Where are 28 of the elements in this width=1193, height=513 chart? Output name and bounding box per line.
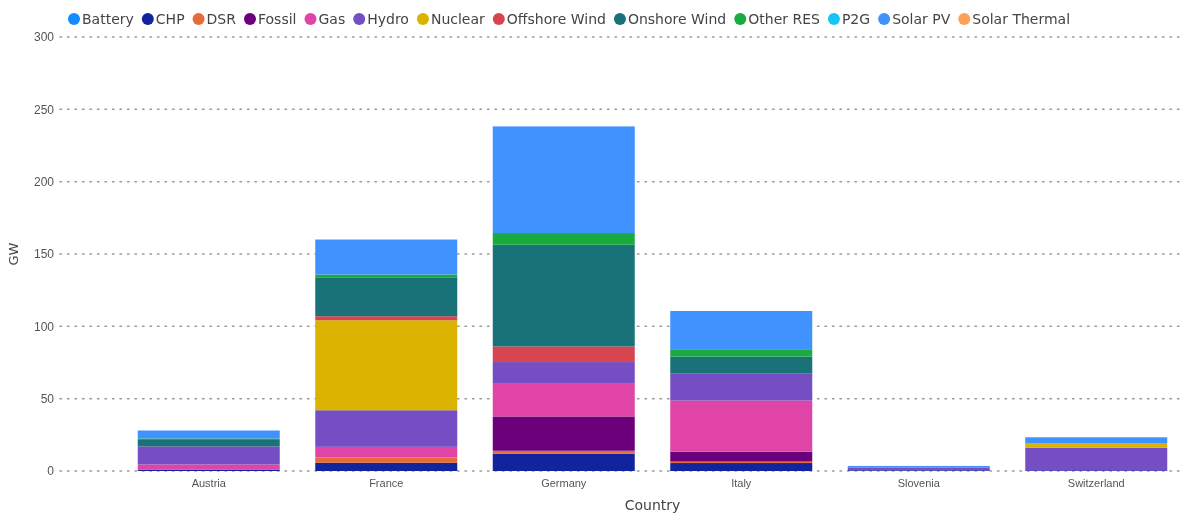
x-tick-label: Switzerland xyxy=(1067,476,1125,489)
legend-label: Hydro xyxy=(367,11,409,27)
y-axis-title: GW xyxy=(6,242,21,266)
x-tick-label: Germany xyxy=(541,476,587,489)
x-tick-label: Austria xyxy=(191,476,227,489)
legend-label: CHP xyxy=(155,11,185,27)
y-tick-label: 250 xyxy=(33,102,55,117)
x-tick-label: France xyxy=(369,476,404,489)
legend-label: Solar Thermal xyxy=(972,11,1071,27)
legend-label: Solar PV xyxy=(892,11,951,27)
x-axis-title: Country xyxy=(624,497,681,513)
legend-label: DSR xyxy=(206,11,237,27)
y-tick-label: 100 xyxy=(33,319,55,334)
legend-label: Onshore Wind xyxy=(627,11,727,27)
legend-label: Offshore Wind xyxy=(506,11,606,27)
legend-label: Gas xyxy=(318,11,346,27)
legend-label: Fossil xyxy=(257,11,297,27)
legend-label: Battery xyxy=(82,11,134,27)
y-tick-label: 150 xyxy=(33,247,55,262)
y-tick-label: 50 xyxy=(40,392,55,407)
y-tick-label: 0 xyxy=(47,464,55,479)
legend-label: P2G xyxy=(841,11,871,27)
y-tick-label: 300 xyxy=(33,30,55,45)
legend-label: Other RES xyxy=(748,11,821,27)
legend-label: Nuclear xyxy=(430,11,486,27)
x-tick-label: Italy xyxy=(731,476,752,489)
y-tick-label: 200 xyxy=(33,175,55,190)
x-tick-label: Slovenia xyxy=(897,476,941,489)
